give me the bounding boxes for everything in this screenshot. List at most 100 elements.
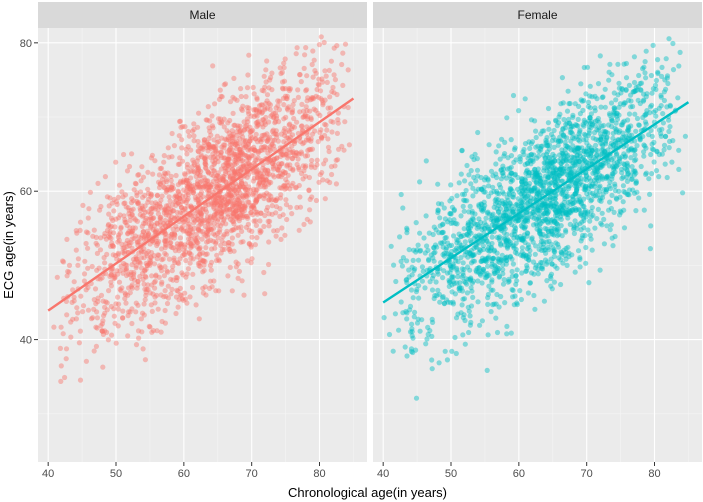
data-point	[205, 141, 211, 147]
data-point	[306, 187, 312, 193]
data-point	[188, 213, 194, 219]
data-point	[289, 109, 295, 115]
data-point	[183, 257, 189, 264]
data-point	[271, 158, 277, 164]
data-point	[210, 63, 216, 69]
data-point	[128, 200, 135, 206]
data-point	[653, 77, 660, 84]
data-point	[198, 191, 204, 197]
data-point	[493, 315, 499, 321]
data-point	[214, 139, 220, 145]
data-point	[559, 207, 565, 213]
data-point	[227, 150, 233, 156]
data-point	[187, 185, 193, 192]
data-point	[564, 211, 570, 217]
data-point	[571, 230, 578, 237]
data-point	[309, 194, 315, 200]
data-point	[253, 200, 259, 206]
data-point	[516, 108, 522, 114]
data-point	[631, 79, 638, 86]
data-point	[143, 274, 149, 280]
data-point	[547, 159, 553, 166]
data-point	[552, 153, 558, 159]
data-point	[54, 274, 60, 280]
data-point	[494, 329, 501, 336]
data-point	[215, 170, 221, 176]
data-point	[202, 161, 208, 167]
data-point	[647, 191, 653, 197]
data-point	[219, 238, 225, 244]
data-point	[167, 233, 173, 239]
data-point	[499, 252, 505, 258]
data-point	[467, 251, 473, 257]
data-point	[631, 54, 638, 60]
data-point	[413, 220, 419, 226]
data-point	[466, 222, 472, 228]
data-point	[93, 324, 99, 330]
data-point	[282, 133, 288, 139]
data-point	[257, 137, 263, 143]
data-point	[129, 196, 135, 202]
data-point	[648, 151, 654, 158]
data-point	[548, 131, 555, 137]
data-point	[178, 204, 185, 210]
data-point	[125, 230, 131, 236]
data-point	[237, 147, 243, 153]
data-point	[286, 129, 293, 135]
data-point	[244, 158, 250, 164]
data-point	[580, 122, 586, 128]
data-point	[199, 178, 205, 184]
data-point	[214, 195, 220, 201]
data-point	[150, 328, 156, 334]
data-point	[232, 191, 238, 198]
data-point	[199, 218, 206, 224]
data-point	[206, 190, 212, 197]
data-point	[76, 340, 82, 346]
data-point	[274, 134, 280, 140]
data-point	[245, 199, 251, 205]
data-point	[91, 297, 97, 303]
data-point	[118, 224, 124, 230]
data-point	[473, 269, 480, 275]
data-point	[606, 207, 612, 213]
data-point	[467, 203, 473, 209]
data-point	[248, 129, 254, 135]
data-point	[127, 225, 133, 231]
data-point	[282, 232, 288, 238]
data-point	[187, 260, 193, 266]
data-point	[111, 196, 117, 203]
data-point	[572, 269, 578, 275]
data-point	[250, 169, 256, 175]
data-point	[198, 214, 204, 220]
data-point	[140, 174, 147, 180]
data-point	[545, 120, 552, 126]
data-point	[250, 212, 256, 218]
data-point	[126, 228, 132, 235]
data-point	[609, 235, 615, 241]
data-point	[234, 200, 240, 206]
data-point	[243, 187, 249, 193]
data-point	[170, 226, 176, 232]
data-point	[163, 241, 169, 247]
data-point	[177, 285, 183, 291]
data-point	[276, 107, 282, 113]
data-point	[232, 122, 238, 128]
data-point	[177, 180, 183, 186]
data-point	[319, 134, 325, 141]
data-point	[320, 100, 326, 106]
data-point	[148, 225, 154, 231]
data-point	[201, 262, 207, 268]
data-point	[297, 194, 303, 200]
data-point	[281, 116, 287, 122]
data-point	[253, 131, 259, 137]
data-point	[113, 159, 119, 165]
data-point	[569, 207, 575, 213]
data-point	[202, 160, 208, 166]
data-point	[158, 214, 164, 220]
data-point	[99, 275, 105, 281]
data-point	[535, 166, 541, 172]
data-point	[154, 193, 160, 199]
data-point	[205, 227, 211, 233]
x-axis-title: Chronological age(in years)	[288, 485, 447, 500]
data-point	[263, 67, 269, 73]
